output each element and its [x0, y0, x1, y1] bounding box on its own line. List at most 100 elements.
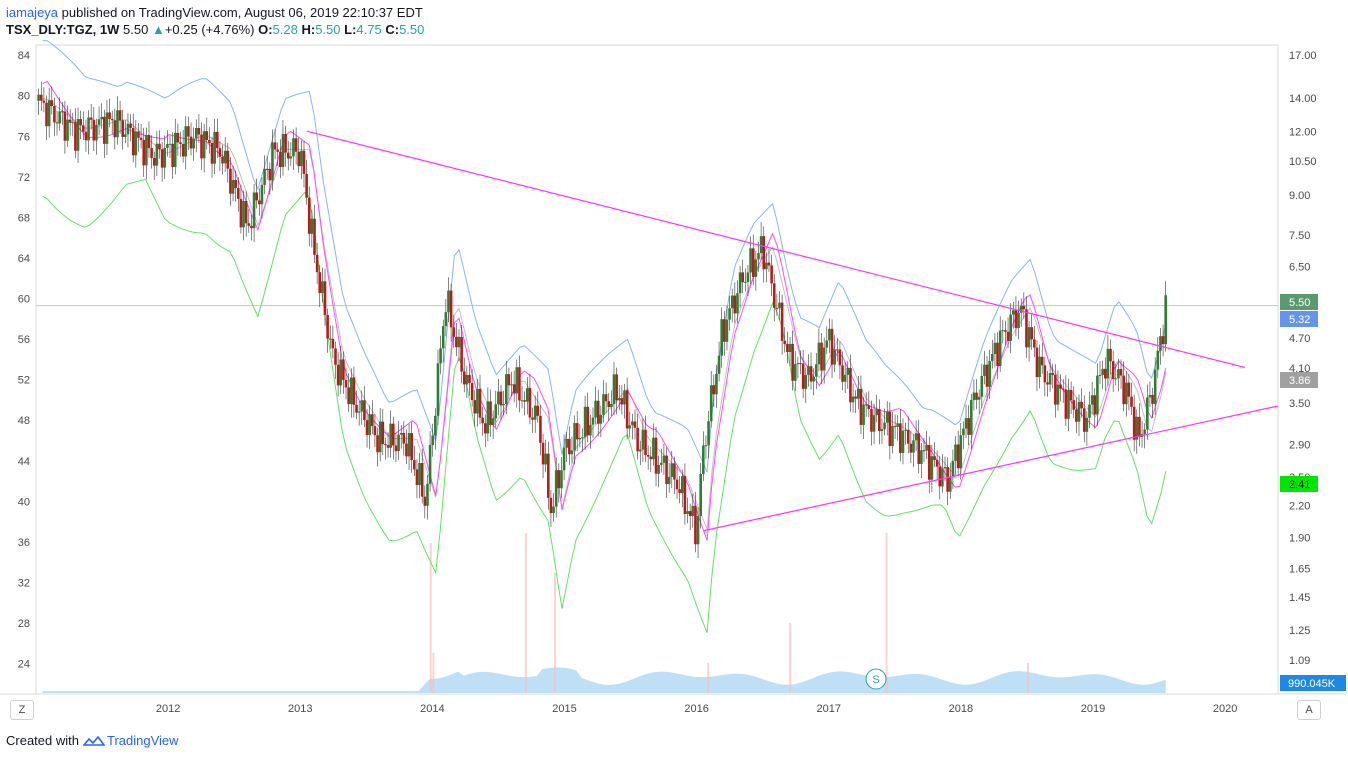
candle-body: [384, 444, 387, 446]
candle-body: [586, 406, 590, 436]
candle-body: [486, 401, 490, 434]
candle-body: [439, 348, 442, 364]
auto-scale-right-button[interactable]: A: [1297, 700, 1321, 720]
candle-body: [518, 367, 521, 401]
candle-body: [420, 462, 424, 497]
auto-scale-left-button[interactable]: Z: [10, 700, 34, 720]
candle-body: [531, 417, 534, 420]
candle-body: [507, 374, 511, 386]
left-axis-tick-label: 56: [18, 334, 30, 346]
candle-body: [415, 469, 419, 486]
tradingview-logo[interactable]: TradingView: [82, 733, 179, 748]
candle-body: [284, 133, 287, 153]
candle-body: [741, 272, 745, 283]
candle-body: [1059, 384, 1062, 389]
candle-body: [1043, 365, 1047, 383]
candle-body: [131, 127, 135, 156]
candle-body: [825, 340, 829, 348]
candle-body: [859, 388, 863, 425]
candle-body: [1061, 388, 1065, 390]
candle-body: [95, 124, 98, 141]
candle-body: [1082, 408, 1086, 432]
candle-body: [775, 307, 779, 309]
candle-body: [392, 423, 395, 446]
candle-body: [980, 375, 984, 397]
candle-body: [1148, 394, 1152, 398]
candle-body: [1164, 295, 1167, 345]
candle-body: [152, 158, 156, 166]
x-axis-tick-label: 2013: [288, 703, 312, 715]
candle-body: [271, 142, 274, 181]
candle-body: [1030, 327, 1034, 340]
candle-body: [857, 388, 860, 399]
candle-body: [1025, 309, 1028, 348]
candle-body: [497, 391, 500, 405]
candle-body: [998, 330, 1002, 367]
author-link[interactable]: iamajeya: [6, 5, 59, 20]
candle-body: [273, 142, 277, 150]
candle-body: [244, 200, 248, 224]
candle-body: [683, 476, 687, 514]
candle-body: [160, 149, 164, 168]
candle-body: [100, 116, 103, 120]
candle-body: [491, 418, 495, 426]
candle-body: [801, 363, 805, 389]
candle-body: [993, 342, 997, 354]
candle-body: [1088, 404, 1091, 418]
candle-body: [872, 415, 876, 432]
candle-body: [591, 417, 595, 425]
candle-body: [370, 414, 374, 427]
candle-body: [310, 218, 314, 234]
price-chart[interactable]: 84 80 76 72 68 64 60 56 52 48 44 40 36 32 28 24 17.00 14.…: [0, 0, 1348, 725]
candle-body: [221, 156, 224, 164]
candle-body: [820, 342, 823, 371]
candle-body: [55, 122, 59, 124]
candle-body: [730, 295, 734, 309]
candle-body: [807, 366, 810, 375]
close-value: 5.50: [399, 22, 425, 37]
candle-body: [1077, 401, 1081, 422]
candle-body: [686, 511, 689, 514]
candle-body: [441, 326, 445, 349]
candle-body: [838, 349, 842, 366]
candle-body: [1106, 348, 1110, 379]
bollinger-upper: [42, 40, 1167, 473]
close-label: C:: [385, 22, 400, 37]
candle-body: [1119, 369, 1123, 376]
candle-body: [883, 422, 886, 430]
candle-body: [552, 506, 555, 514]
candle-body: [736, 293, 739, 314]
candle-body: [68, 119, 72, 123]
x-axis-tick-label: 2018: [949, 703, 973, 715]
created-with-label: Created with: [6, 733, 79, 748]
left-axis-tick-label: 84: [18, 50, 30, 62]
candle-body: [738, 272, 742, 294]
publish-info: published on TradingView.com, August 06,…: [61, 5, 423, 20]
candle-body: [888, 411, 892, 446]
candle-body: [969, 400, 973, 435]
candle-body: [702, 445, 705, 474]
candle-body: [318, 272, 322, 294]
right-axis-tick-label: 3.50: [1289, 398, 1310, 410]
candle-body: [116, 110, 119, 138]
candle-body: [575, 423, 579, 440]
candle-body: [510, 384, 513, 386]
candle-body: [407, 433, 411, 457]
candle-body: [150, 148, 153, 159]
candle-body: [103, 116, 106, 144]
candle-body: [870, 408, 873, 432]
left-axis-tick-label: 68: [18, 212, 30, 224]
candle-body: [229, 168, 232, 194]
candle-body: [754, 259, 758, 277]
right-axis-tick-label: 12.00: [1289, 127, 1317, 139]
candle-body: [483, 423, 487, 434]
right-axis-tick-label: 1.90: [1289, 533, 1310, 545]
candle-body: [1098, 375, 1102, 377]
candle-body: [355, 404, 358, 413]
symbol-label[interactable]: TSX_DLY:TGZ, 1W: [6, 22, 120, 37]
left-axis-tick-label: 36: [18, 537, 30, 549]
price-label-bg: [1280, 294, 1318, 310]
candle-body: [909, 443, 913, 453]
candle-body: [707, 421, 710, 446]
candle-body: [631, 421, 634, 426]
